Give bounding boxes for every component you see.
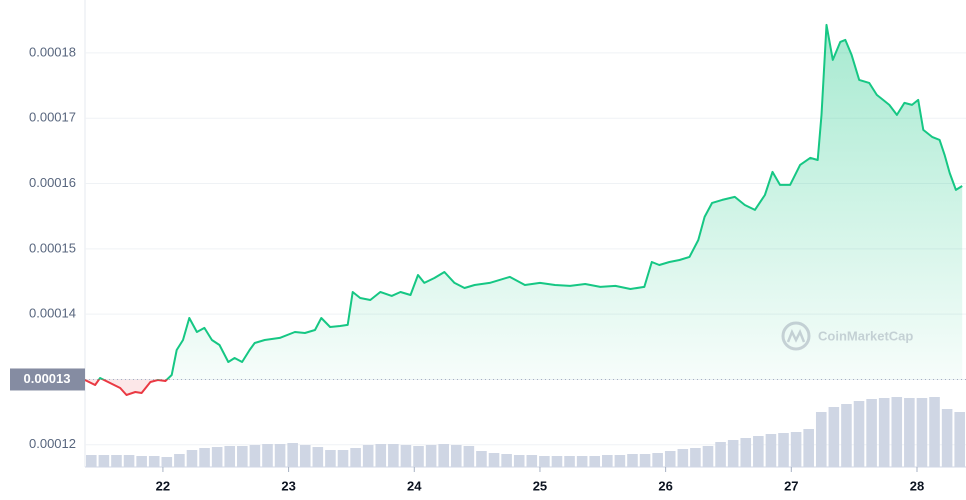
volume-bar	[664, 451, 676, 467]
volume-bar	[627, 454, 638, 467]
volume-bar	[878, 398, 890, 467]
y-tick-label: 0.00014	[29, 306, 76, 321]
x-tick-label: 22	[156, 478, 170, 493]
volume-bar	[274, 444, 286, 467]
volume-bar	[841, 404, 852, 467]
volume-bar	[866, 399, 877, 467]
volume-bar	[249, 445, 261, 467]
area-fill-below	[85, 379, 167, 395]
y-tick-label: 0.00018	[29, 44, 76, 59]
volume-bar	[299, 445, 311, 467]
volume-bar	[224, 446, 236, 467]
volume-bar	[262, 444, 273, 467]
volume-bar	[476, 451, 487, 467]
volume-bar	[753, 436, 764, 467]
volume-bar	[287, 443, 298, 467]
x-tick-label: 26	[658, 478, 672, 493]
volume-bar	[111, 455, 122, 467]
y-tick-label: 0.00017	[29, 110, 76, 125]
volume-bar	[828, 407, 840, 467]
volume-bar	[564, 456, 575, 467]
volume-bar	[400, 445, 412, 467]
volume-bar	[362, 445, 374, 467]
volume-bar	[388, 444, 399, 467]
price-line	[85, 23, 963, 380]
volume-bar	[136, 456, 147, 467]
watermark: CoinMarketCap	[781, 321, 913, 351]
volume-bar	[652, 453, 663, 467]
volume-bar	[161, 457, 173, 467]
x-tick-label: 25	[533, 478, 547, 493]
volume-bar	[853, 401, 865, 467]
volume-bar	[702, 446, 714, 467]
x-tick-label: 24	[407, 478, 422, 493]
volume-bar	[941, 409, 953, 467]
volume-bar	[501, 454, 512, 467]
volume-bar	[186, 450, 198, 467]
volume-bar	[602, 455, 613, 467]
volume-bar	[325, 450, 336, 467]
volume-bar	[375, 444, 387, 467]
volume-bar	[740, 438, 752, 467]
volume-bar	[576, 456, 588, 467]
volume-bar	[677, 449, 689, 467]
volume-bar	[539, 456, 550, 467]
baseline-label: 0.00013	[24, 371, 71, 386]
area-fill	[85, 24, 963, 380]
volume-bar	[778, 433, 789, 467]
volume-bar	[551, 456, 563, 467]
volume-bar	[690, 448, 701, 467]
volume-bar	[86, 455, 97, 467]
volume-bar	[123, 455, 135, 467]
volume-bar	[803, 429, 814, 467]
y-tick-label: 0.00015	[29, 240, 76, 255]
volume-bar	[765, 434, 777, 467]
volume-bar	[727, 440, 739, 467]
volume-bar	[526, 455, 538, 467]
watermark-text: CoinMarketCap	[818, 328, 913, 343]
x-tick-label: 28	[910, 478, 924, 493]
volume-bar	[211, 447, 223, 467]
volume-bar	[413, 446, 424, 467]
volume-bar	[904, 398, 915, 467]
volume-bar	[350, 448, 361, 467]
volume-bar	[639, 454, 651, 467]
volume-bar	[425, 445, 437, 467]
volume-bar	[891, 397, 903, 467]
volume-bar	[614, 455, 626, 467]
volume-bar	[715, 442, 726, 467]
volume-bar	[148, 456, 160, 467]
volume-bar	[337, 450, 349, 467]
x-tick-label: 27	[784, 478, 798, 493]
baseline-label-box	[10, 368, 85, 391]
volume-bar	[589, 456, 601, 467]
volume-bar	[954, 412, 965, 467]
volume-bar	[450, 445, 462, 467]
volume-bars	[86, 397, 965, 467]
y-tick-label: 0.00016	[29, 175, 76, 190]
volume-bar	[98, 455, 110, 467]
volume-bar	[815, 412, 827, 467]
x-tick-label: 23	[281, 478, 295, 493]
volume-bar	[463, 446, 475, 467]
watermark-logo	[781, 321, 811, 351]
volume-bar	[237, 446, 248, 467]
watermark-logo-mark	[786, 328, 806, 343]
volume-bar	[438, 444, 449, 467]
y-tick-label: 0.00012	[29, 436, 76, 451]
plot	[85, 23, 966, 396]
volume-bar	[199, 448, 210, 467]
volume-bar	[916, 398, 928, 467]
volume-bar	[312, 447, 324, 467]
volume-bar	[790, 432, 802, 467]
volume-bar	[174, 454, 185, 467]
volume-bar	[929, 397, 940, 467]
volume-bar	[513, 455, 525, 467]
volume-bar	[488, 453, 500, 467]
labels: 0.00012 0.00013 0.00014 0.00015 0.00016 0.000…	[10, 44, 924, 493]
